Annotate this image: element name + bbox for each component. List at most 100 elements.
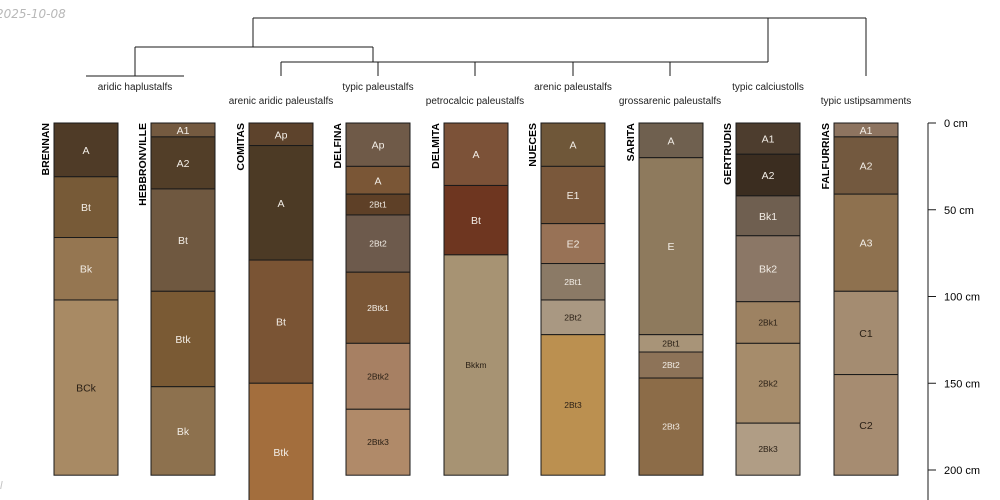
horizon-label: A (667, 135, 674, 147)
horizon-block (540, 334, 606, 476)
depth-tick-label: 0 cm (944, 118, 968, 130)
profile-name: NUECES (527, 123, 539, 167)
horizon-block (345, 408, 411, 476)
horizon-block (540, 223, 606, 265)
taxon-label: aridic haplustalfs (98, 82, 172, 93)
profile-name: SARITA (625, 123, 637, 162)
depth-tick-label: 100 cm (944, 292, 980, 304)
horizon-label: BCk (76, 383, 97, 395)
horizon-block (638, 351, 704, 379)
horizon-label: 2Bt3 (564, 400, 582, 410)
horizon-label: C1 (859, 328, 873, 340)
horizon-label: Bk (177, 426, 190, 438)
taxa-labels: aridic haplustalfs arenic aridic paleusta… (98, 82, 912, 107)
horizon-label: 2Bt2 (369, 239, 387, 249)
horizon-block (735, 122, 801, 155)
horizon-label: Bt (471, 215, 481, 227)
taxon-label: petrocalcic paleustalfs (426, 96, 524, 107)
horizon-label: A1 (177, 125, 190, 137)
horizon-block (443, 254, 509, 476)
taxon-label: typic paleustalfs (342, 82, 413, 93)
taxon-label: arenic paleustalfs (534, 82, 612, 93)
horizon-block (53, 299, 119, 476)
horizon-label: 2Btk3 (367, 437, 389, 447)
horizon-block (833, 374, 899, 476)
depth-tick-label: 200 cm (944, 465, 980, 477)
taxon-label: arenic aridic paleustalfs (229, 96, 334, 107)
horizon-block (248, 382, 314, 500)
horizon-block (540, 263, 606, 301)
horizon-label: Bk (80, 264, 93, 276)
horizon-label: E1 (567, 190, 580, 202)
horizon-label: 2Bt1 (369, 200, 387, 210)
horizon-label: 2Bt2 (564, 312, 582, 322)
taxon-label: typic calciustolls (732, 82, 804, 93)
depth-axis: 0 cm 50 cm 100 cm 150 cm 200 cm (927, 118, 980, 500)
horizon-label: Bt (276, 317, 286, 329)
taxon-label: typic ustipsamments (821, 96, 912, 107)
horizon-block (443, 122, 509, 186)
horizon-block (345, 165, 411, 195)
horizon-label: 2Btk1 (367, 303, 389, 313)
profiles: BRENNAN A Bt Bk BCk HEBBRONVILLE A1 A2 Bt Btk Bk CO… (40, 122, 899, 500)
horizon-block (638, 377, 704, 476)
horizon-label: A (82, 145, 89, 157)
horizon-label: Ap (372, 140, 385, 152)
horizon-block (540, 122, 606, 167)
horizon-label: Bk1 (759, 211, 777, 223)
horizon-block (735, 153, 801, 197)
profile-name: HEBBRONVILLE (137, 123, 149, 206)
profile-name: BRENNAN (40, 123, 52, 176)
horizon-block (345, 122, 411, 167)
horizon-label: C2 (859, 420, 873, 432)
horizon-label: Btk (273, 447, 289, 459)
soil-profile-falfurrias: FALFURRIAS A1 A2 A3 C1 C2 (820, 122, 899, 476)
corner-mark: l (0, 480, 3, 492)
date-label: 2025-10-08 (0, 7, 66, 21)
horizon-label: A1 (762, 134, 775, 146)
horizon-label: A3 (860, 238, 873, 250)
horizon-block (735, 195, 801, 237)
horizon-block (248, 145, 314, 261)
horizon-label: 2Bk3 (758, 444, 778, 454)
profile-name: FALFURRIAS (820, 123, 832, 190)
depth-tick-label: 150 cm (944, 378, 980, 390)
horizon-label: 2Bt1 (662, 338, 680, 348)
soil-profile-delfina: DELFINA Ap A 2Bt1 2Bt2 2Btk1 2Btk2 2Btk3 (332, 122, 411, 476)
horizon-label: 2Bt3 (662, 422, 680, 432)
soil-profile-nueces: NUECES A E1 E2 2Bt1 2Bt2 2Bt3 (527, 122, 606, 476)
horizon-block (345, 271, 411, 344)
horizon-label: E2 (567, 239, 580, 251)
soil-profile-hebbronville: HEBBRONVILLE A1 A2 Bt Btk Bk (137, 122, 216, 476)
horizon-label: Bkkm (465, 360, 486, 370)
horizon-label: A2 (762, 170, 775, 182)
horizon-block (540, 165, 606, 225)
horizon-block (735, 342, 801, 424)
horizon-label: Bk2 (759, 264, 777, 276)
horizon-label: A (374, 175, 381, 187)
horizon-block (833, 290, 899, 376)
horizon-label: Ap (275, 129, 288, 141)
profile-name: GERTRUDIS (722, 123, 734, 185)
horizon-label: 2Bt1 (564, 277, 582, 287)
horizon-label: A2 (177, 158, 190, 170)
soil-profile-sarita: SARITA A E 2Bt1 2Bt2 2Bt3 (625, 122, 704, 476)
horizon-block (248, 259, 314, 384)
soil-profile-brennan: BRENNAN A Bt Bk BCk (40, 122, 119, 476)
soil-profile-comitas: COMITAS Ap A Bt Btk (235, 122, 314, 500)
horizon-block (150, 290, 216, 388)
horizon-block (833, 136, 899, 195)
profile-name: DELFINA (332, 123, 344, 169)
horizon-block (540, 299, 606, 336)
horizon-label: A2 (860, 161, 873, 173)
horizon-block (638, 157, 704, 336)
horizon-block (833, 193, 899, 292)
horizon-label: Btk (175, 334, 191, 346)
horizon-block (735, 422, 801, 476)
dendrogram (86, 17, 867, 77)
horizon-block (345, 342, 411, 410)
taxon-label: grossarenic paleustalfs (619, 96, 721, 107)
horizon-block (735, 301, 801, 344)
horizon-block (150, 386, 216, 476)
